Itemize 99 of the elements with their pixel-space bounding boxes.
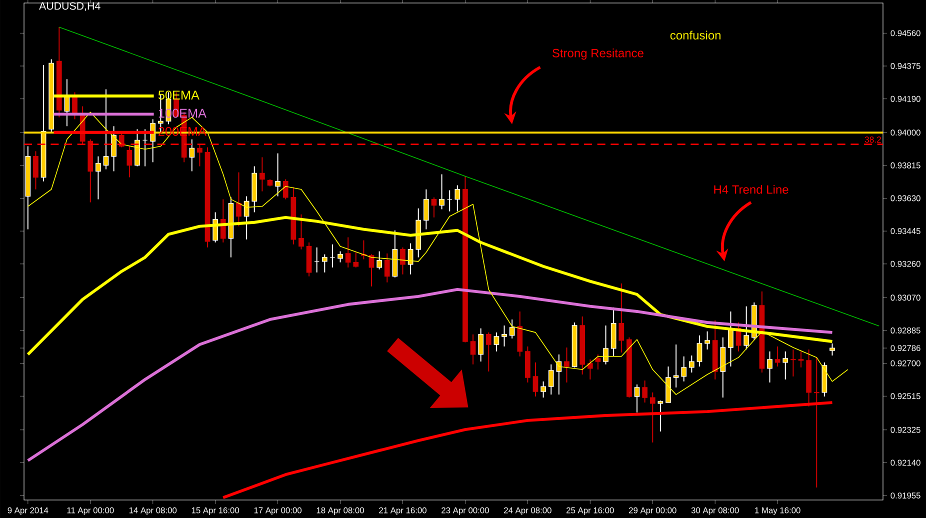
candlestick	[126, 146, 132, 178]
candlestick	[423, 188, 429, 230]
candlestick	[650, 392, 656, 443]
candlestick	[446, 190, 452, 212]
x-tick-label: 11 Apr 00:00	[67, 507, 114, 515]
chart-title: AUDUSD,H4	[39, 2, 100, 12]
candlestick	[494, 332, 500, 352]
annotation: H4 Trend Line	[714, 184, 788, 194]
y-tick-label: 0.94560	[890, 30, 920, 36]
candlestick	[260, 156, 265, 192]
y-tick-label: 0.92786	[890, 345, 920, 352]
candlestick	[236, 172, 242, 227]
x-tick-label: 14 Apr 08:00	[129, 507, 177, 515]
candlestick	[767, 350, 772, 383]
candlestick	[330, 244, 336, 268]
candlestick	[790, 348, 796, 377]
candlestick	[197, 144, 202, 167]
y-tick-label: 0.91955	[890, 492, 920, 499]
x-tick-label: 25 Apr 16:00	[566, 507, 614, 515]
candlestick	[634, 384, 640, 413]
y-tick-label: 0.92515	[890, 393, 920, 400]
candlestick	[111, 126, 116, 172]
y-tick-label: 0.92325	[890, 426, 920, 433]
candlestick	[478, 328, 484, 362]
candlestick	[314, 246, 320, 273]
candlestick	[353, 252, 359, 268]
candlestick	[618, 282, 624, 353]
y-tick-label: 0.93070	[890, 294, 920, 301]
candlestick	[431, 196, 437, 218]
candlestick	[502, 325, 507, 347]
candlestick	[509, 318, 515, 339]
candlestick	[376, 250, 382, 270]
line-series	[58, 26, 880, 326]
candlestick	[830, 342, 835, 356]
candlestick	[33, 150, 38, 190]
candlestick	[408, 242, 414, 275]
candlestick	[345, 236, 351, 268]
y-tick-label: 0.92700	[890, 360, 920, 366]
candlestick	[798, 350, 804, 368]
candlestick	[486, 332, 492, 372]
candlestick	[189, 138, 195, 172]
candlestick	[532, 362, 538, 398]
annotation: confusion	[670, 30, 720, 40]
candlestick	[744, 306, 750, 350]
y-tick-label: 0.93630	[890, 195, 920, 202]
x-tick-label: 29 Apr 00:00	[628, 507, 676, 515]
line-series	[26, 288, 834, 462]
candlestick	[704, 330, 710, 350]
candlestick	[454, 184, 460, 212]
x-tick-label: 24 Apr 08:00	[504, 507, 552, 515]
y-tick-label: 0.94000	[890, 130, 920, 136]
candlestick	[595, 354, 601, 370]
candlestick	[681, 356, 687, 382]
candlestick	[540, 380, 546, 398]
candlestick	[439, 174, 444, 210]
y-tick-label: 0.92140	[890, 460, 920, 466]
x-tick-label: 23 Apr 00:00	[442, 507, 489, 515]
y-tick-label: 0.93445	[890, 228, 920, 234]
candlestick	[720, 336, 726, 398]
x-tick-label: 21 Apr 16:00	[379, 507, 426, 515]
candlestick	[696, 334, 702, 368]
candlestick	[322, 254, 328, 273]
x-tick-label: 15 Apr 16:00	[192, 507, 240, 515]
candlestick	[658, 400, 664, 432]
y-tick-label: 0.94190	[890, 96, 920, 102]
annotation: Strong Resitance	[552, 48, 644, 60]
candlestick	[338, 250, 343, 263]
candlestick	[142, 128, 148, 167]
candlestick	[548, 364, 554, 396]
text: 200EMA	[158, 126, 206, 136]
candlestick	[774, 346, 780, 368]
x-tick-label: 1 May 16:00	[755, 507, 800, 515]
x-tick-label: 17 Apr 00:00	[254, 507, 302, 515]
candlestick	[642, 380, 648, 404]
candlestick	[728, 310, 734, 368]
x-tick-label: 9 Apr 2014	[8, 507, 48, 515]
candlestick	[556, 354, 562, 396]
y-tick-label: 0.93260	[890, 260, 920, 267]
candlestick	[275, 152, 280, 197]
candlestick	[688, 355, 694, 374]
candlestick	[282, 178, 288, 200]
x-tick-label: 18 Apr 08:00	[316, 507, 364, 515]
candlestick	[814, 356, 820, 488]
candlestick	[470, 334, 476, 365]
annotation: 38.2	[864, 136, 881, 143]
candlestick	[298, 214, 304, 250]
y-tick-label: 0.94375	[890, 63, 920, 69]
candlestick	[603, 325, 608, 365]
candlestick	[400, 246, 406, 275]
y-tick-label: 0.92885	[890, 327, 920, 334]
y-tick-label: 0.93815	[890, 162, 920, 168]
candlestick	[384, 252, 390, 283]
candlestick	[782, 350, 788, 380]
candlestick	[587, 358, 593, 380]
x-tick-label: 30 Apr 08:00	[691, 507, 739, 515]
candlestick	[673, 344, 679, 388]
candlestick	[564, 347, 570, 383]
candlestick	[103, 88, 109, 170]
candlestick	[96, 156, 101, 200]
